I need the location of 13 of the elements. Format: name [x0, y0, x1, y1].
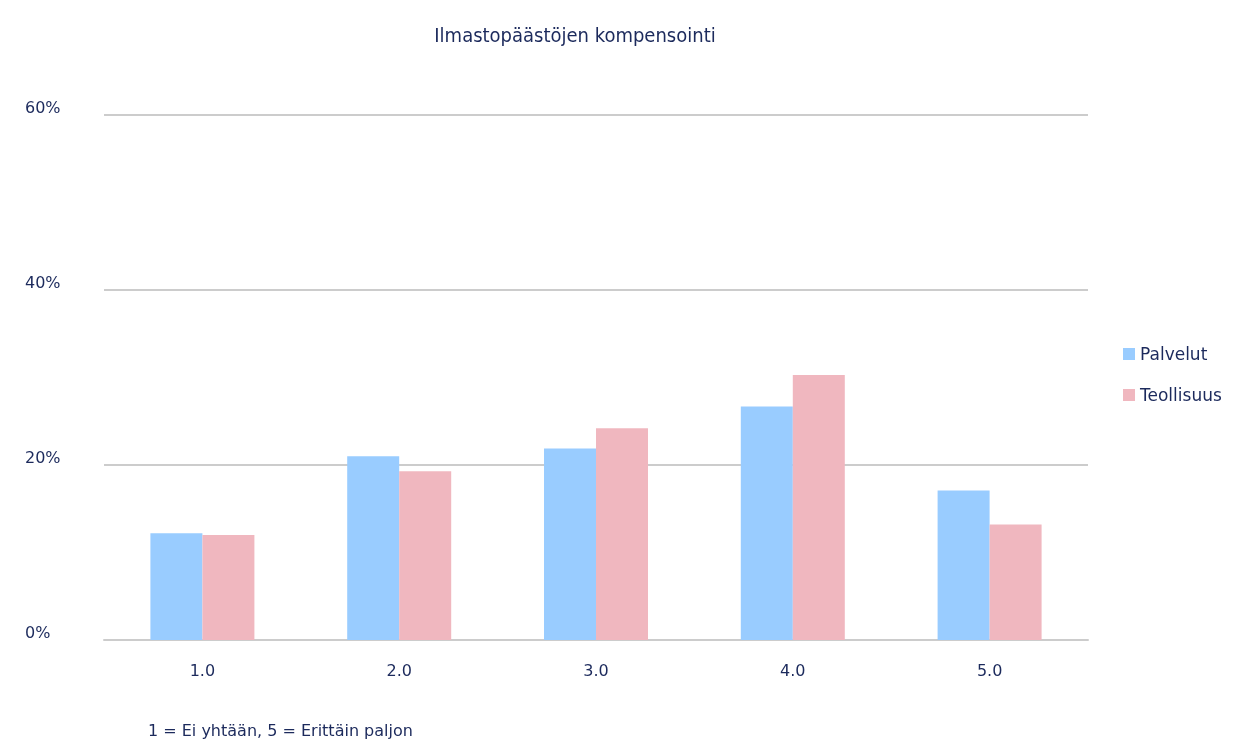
- y-tick-label: 60%: [25, 97, 61, 117]
- y-tick-label: 0%: [25, 622, 51, 642]
- chart-title: Ilmastopäästöjen kompensointi: [434, 23, 716, 47]
- text: 1 = Ei yhtään, 5 = Erittäin paljon: [148, 720, 413, 740]
- legend-label: Palvelut: [1140, 344, 1208, 364]
- y-tick-label: 20%: [25, 447, 61, 467]
- x-tick-label: 3.0: [583, 660, 609, 680]
- y-tick-label: 40%: [25, 272, 61, 292]
- x-tick-label: 4.0: [780, 660, 806, 680]
- x-tick-label: 5.0: [976, 660, 1003, 680]
- legend-label: Teollisuus: [1139, 385, 1222, 405]
- x-tick-label: 2.0: [386, 660, 412, 680]
- x-tick-label: 1.0: [189, 660, 216, 680]
